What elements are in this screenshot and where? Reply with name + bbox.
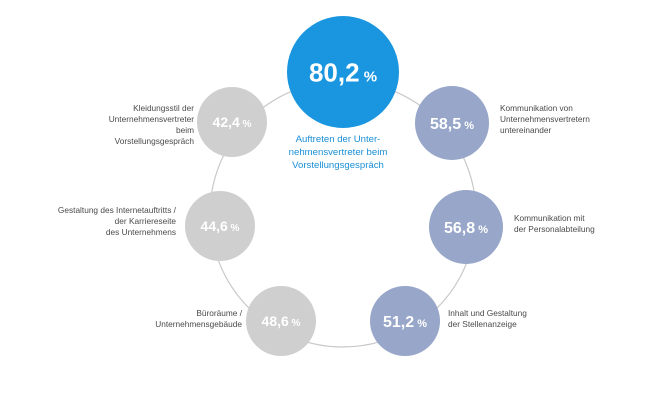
value-label-internetauftritt: 44,6 %: [201, 218, 240, 234]
bubble-internetauftritt: [185, 191, 255, 261]
value-label-bueroraeume: 48,6 %: [262, 313, 301, 329]
bubble-bueroraeume: [246, 286, 316, 356]
bubble-kommunikation-untereinander: [415, 86, 489, 160]
bubble-kleidungsstil: [197, 87, 267, 157]
value-label-kommunikation-untereinander: 58,5 %: [430, 116, 474, 133]
value-label-stellenanzeige: 51,2 %: [383, 314, 427, 331]
label-internetauftritt: Gestaltung des Internetauftritts / der K…: [57, 205, 176, 237]
value-label-kleidungsstil: 42,4 %: [213, 114, 252, 130]
label-bueroraeume: Büroräume / Unternehmensgebäude: [155, 308, 242, 329]
label-kommunikation-untereinander: Kommunikation von Unternehmensvertretern…: [500, 103, 590, 135]
label-stellenanzeige: Inhalt und Gestaltung der Stellenanzeige: [448, 308, 527, 329]
bubble-auftreten: [287, 16, 399, 128]
bubble-personalabteilung: [429, 190, 503, 264]
value-label-personalabteilung: 56,8 %: [444, 220, 488, 237]
bubble-stellenanzeige: [370, 286, 440, 356]
label-personalabteilung: Kommunikation mit der Personalabteilung: [514, 213, 595, 234]
value-label-auftreten: 80,2 %: [309, 57, 377, 87]
label-kleidungsstil: Kleidungsstil der Unternehmensvertreter …: [108, 103, 194, 146]
center-caption: Auftreten der Unter- nehmensvertreter be…: [288, 134, 388, 171]
